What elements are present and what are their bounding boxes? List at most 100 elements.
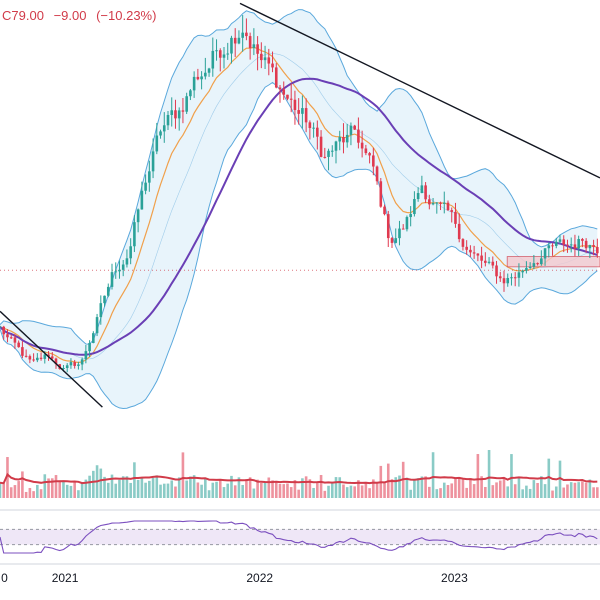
- candle-body: [162, 125, 166, 132]
- candle-body: [151, 151, 155, 172]
- candle-body: [39, 357, 43, 359]
- candle-body: [237, 37, 241, 44]
- volume-bar: [47, 478, 50, 498]
- volume-bar: [62, 480, 65, 498]
- volume-bar: [28, 487, 32, 498]
- volume-bar: [372, 479, 375, 498]
- volume-bar: [431, 452, 435, 498]
- volume-bar: [573, 482, 577, 498]
- candle-body: [386, 214, 390, 239]
- candle-body: [189, 90, 192, 97]
- volume-bar: [77, 490, 80, 498]
- candle-body: [263, 57, 267, 61]
- candle-body: [540, 258, 543, 265]
- candle-body: [420, 185, 424, 194]
- volume-bar: [114, 483, 118, 498]
- volume-bar: [577, 482, 580, 498]
- volume-bar: [424, 476, 427, 498]
- candle-body: [472, 252, 476, 254]
- candle-body: [92, 333, 95, 343]
- volume-bar: [207, 490, 211, 498]
- volume-bar: [528, 488, 532, 498]
- volume-bar: [405, 477, 409, 498]
- candle-body: [536, 263, 539, 265]
- candle-body: [13, 337, 17, 343]
- candle-body: [364, 148, 368, 154]
- volume-bar: [454, 477, 457, 498]
- candle-body: [88, 342, 91, 352]
- volume-bar: [189, 476, 192, 498]
- volume-bar: [88, 475, 91, 498]
- volume-bar: [513, 484, 517, 498]
- x-axis-label-2022: 2022: [246, 571, 273, 585]
- volume-bar: [569, 482, 573, 498]
- volume-bar: [233, 485, 237, 498]
- close-value: 79.00: [11, 8, 44, 23]
- candle-body: [506, 277, 510, 284]
- ohlc-legend: C79.00 −9.00 (−10.23%): [0, 8, 162, 26]
- candle-body: [543, 248, 547, 259]
- volume-bar: [241, 484, 244, 498]
- candle-body: [368, 153, 371, 156]
- volume-bar: [465, 487, 468, 498]
- volume-bar: [155, 475, 159, 498]
- volume-bar: [218, 480, 222, 498]
- candle-body: [177, 110, 181, 119]
- volume-bar: [204, 477, 207, 498]
- change-value: −9.00: [53, 8, 87, 23]
- volume-bar: [2, 483, 6, 498]
- candle-body: [577, 239, 580, 249]
- candle-body: [166, 114, 170, 126]
- candle-body: [495, 265, 498, 277]
- volume-bar: [547, 458, 551, 498]
- volume-bar: [480, 476, 483, 498]
- volume-bar: [200, 484, 203, 498]
- candle-body: [379, 181, 383, 207]
- candle-body: [286, 94, 289, 99]
- candle-body: [9, 337, 13, 339]
- candle-body: [114, 271, 118, 273]
- candle-body: [28, 356, 32, 360]
- candle-body: [551, 245, 554, 247]
- candle-body: [487, 261, 491, 263]
- candle-body: [547, 245, 551, 249]
- volume-bar: [80, 481, 84, 498]
- candle-body: [581, 239, 584, 241]
- trendline-short[interactable]: [0, 310, 103, 408]
- candle-body: [129, 246, 132, 259]
- candle-body: [383, 206, 386, 215]
- volume-bar: [319, 474, 323, 498]
- volume-bar: [110, 474, 114, 498]
- volume-bar: [301, 478, 304, 498]
- volume-bar: [584, 482, 588, 498]
- volume-bar: [566, 484, 569, 498]
- volume-bar: [461, 478, 465, 498]
- candle-body: [435, 202, 439, 204]
- volume-bar: [166, 483, 170, 498]
- candle-body: [36, 357, 39, 361]
- trendline-long[interactable]: [239, 2, 600, 179]
- support-zone: [506, 256, 600, 268]
- candle-body: [424, 185, 427, 200]
- candle-body: [375, 166, 379, 182]
- candle-body: [181, 110, 185, 112]
- candle-body: [69, 362, 73, 366]
- volume-bar: [327, 485, 330, 498]
- volume-bar: [502, 478, 506, 498]
- candle-body: [32, 359, 35, 361]
- volume-bar: [0, 482, 2, 498]
- volume-bar: [517, 476, 521, 498]
- volume-bar: [330, 482, 334, 498]
- volume-bar: [357, 480, 360, 498]
- volume-bar: [588, 479, 592, 498]
- candle-body: [278, 87, 282, 90]
- volume-bar: [334, 477, 338, 498]
- volume-bar: [84, 479, 88, 498]
- volume-bar: [308, 479, 312, 498]
- volume-bar: [439, 488, 442, 498]
- candle-body: [297, 110, 300, 114]
- candle-body: [204, 72, 207, 77]
- candle-body: [241, 32, 244, 38]
- volume-bar: [151, 477, 155, 498]
